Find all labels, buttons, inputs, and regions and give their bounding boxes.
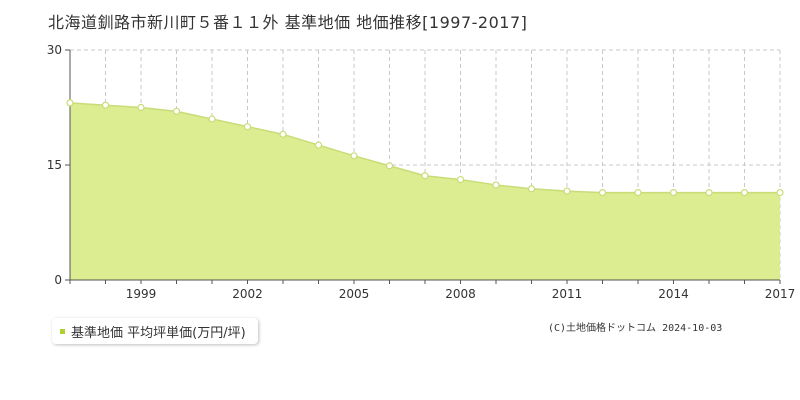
data-point — [137, 103, 145, 112]
data-point — [776, 189, 784, 197]
y-tick-labels: 0 15 30 — [47, 43, 62, 287]
data-point — [705, 189, 713, 197]
legend-label: 基準地価 平均坪単価(万円/坪) — [71, 325, 246, 341]
data-point — [350, 152, 358, 160]
y-tick-label: 0 — [54, 273, 62, 287]
data-point — [101, 101, 110, 109]
data-point — [66, 99, 74, 107]
data-point — [279, 130, 287, 138]
data-point — [563, 187, 571, 195]
copyright: (C)土地価格ドットコム 2024-10-03 — [548, 323, 723, 334]
chart-title: 北海道釧路市新川町５番１１外 基準地価 地価推移[1997-2017] — [48, 13, 528, 32]
data-point — [598, 189, 607, 197]
y-tick-label: 15 — [47, 158, 62, 172]
x-tick-label: 1999 — [126, 287, 157, 301]
data-point — [492, 181, 500, 189]
x-tick-label: 2002 — [232, 287, 263, 301]
area-series-fill — [70, 102, 780, 281]
x-tick-labels: 1999 2002 2005 2008 2011 2014 2017 — [126, 287, 796, 301]
data-point — [208, 115, 216, 123]
data-point — [740, 189, 749, 197]
x-tick-label: 2017 — [765, 287, 796, 301]
legend: 基準地価 平均坪単価(万円/坪) — [52, 318, 258, 344]
data-point — [669, 189, 678, 197]
data-point — [456, 175, 465, 184]
x-tick-label: 2005 — [339, 287, 370, 301]
legend-marker — [60, 328, 65, 334]
x-tick-label: 2011 — [552, 287, 583, 301]
data-point — [385, 162, 394, 170]
data-point — [172, 107, 181, 115]
x-tick-label: 2014 — [658, 287, 689, 301]
data-point — [314, 141, 323, 149]
data-point — [421, 172, 429, 180]
x-tick-label: 2008 — [445, 287, 476, 301]
data-point — [243, 123, 252, 131]
axes — [65, 49, 781, 284]
data-point — [634, 189, 642, 197]
y-tick-label: 30 — [47, 43, 62, 57]
data-points — [66, 99, 784, 197]
data-point — [527, 185, 536, 193]
